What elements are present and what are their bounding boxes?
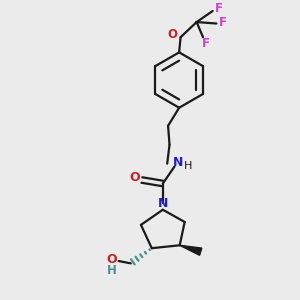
Text: N: N <box>158 197 169 210</box>
Text: H: H <box>183 161 192 171</box>
Text: N: N <box>173 156 184 169</box>
Text: F: F <box>215 2 223 15</box>
Text: O: O <box>107 253 117 266</box>
Text: O: O <box>129 171 140 184</box>
Text: H: H <box>107 264 117 277</box>
Text: F: F <box>202 37 210 50</box>
Polygon shape <box>180 245 202 255</box>
Text: F: F <box>219 16 227 28</box>
Text: O: O <box>167 28 177 41</box>
